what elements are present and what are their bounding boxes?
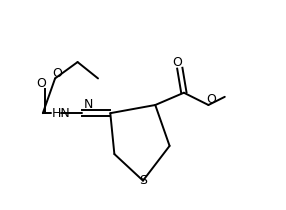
Text: HN: HN: [52, 107, 71, 120]
Text: O: O: [52, 67, 62, 80]
Text: O: O: [36, 77, 46, 90]
Text: N: N: [84, 98, 93, 111]
Text: S: S: [139, 174, 147, 187]
Text: O: O: [172, 56, 182, 69]
Text: O: O: [206, 93, 217, 106]
